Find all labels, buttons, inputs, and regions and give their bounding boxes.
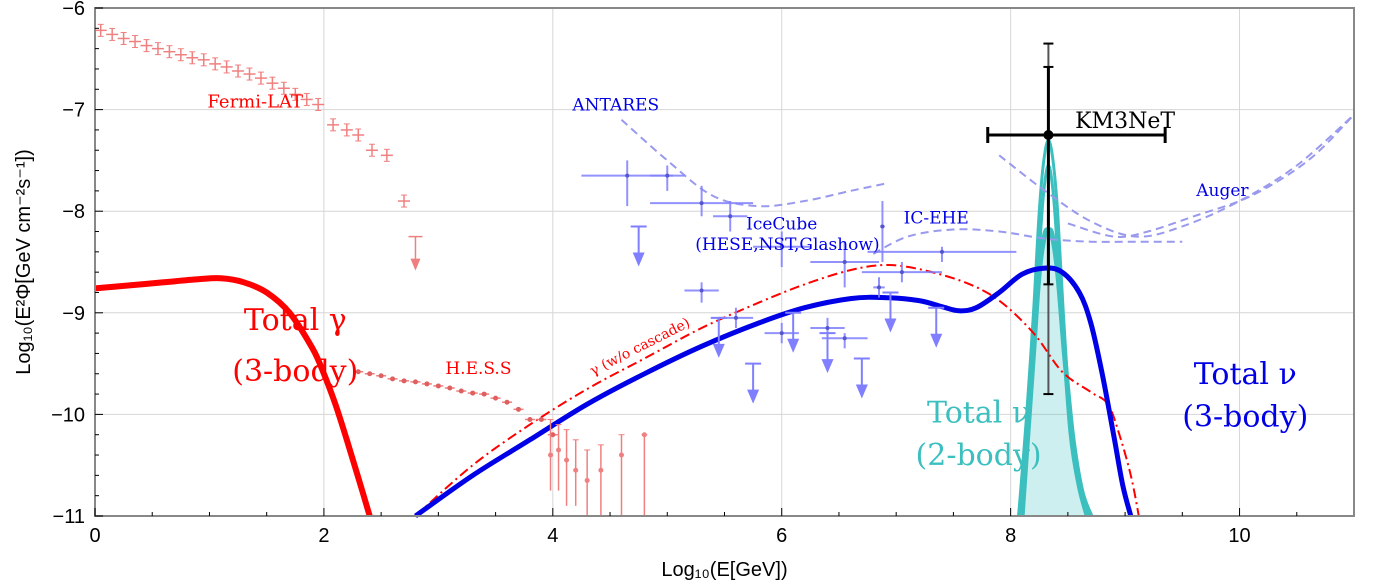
- hess-point: [481, 391, 487, 397]
- hess-point: [424, 381, 430, 387]
- axis-ticks: 0 2 4 6 8 10 −6 −7 −8 −9 −10 −11: [51, 0, 1298, 547]
- annotation-antares: ANTARES: [571, 96, 659, 116]
- neutrino-point: [842, 336, 847, 341]
- hess-point: [550, 432, 556, 438]
- y-tick-label: −7: [62, 100, 85, 122]
- hess-point: [355, 369, 361, 375]
- neutrino-ul-arrow: [884, 318, 897, 333]
- annotation-tn22: (2-body): [916, 438, 1042, 473]
- hess-point: [390, 376, 396, 382]
- neutrino-ul-arrow: [855, 384, 868, 399]
- fermi-ul-arrow: [410, 258, 421, 271]
- annotation-icecube1: IceCube: [746, 214, 817, 234]
- hess-point: [447, 385, 453, 391]
- neutrino-ul-arrow: [712, 343, 725, 358]
- annotation-hess: H.E.S.S: [445, 359, 511, 379]
- data-points: [94, 23, 1167, 516]
- x-axis-label: Log₁₀(E[GeV]): [661, 559, 787, 581]
- x-tick-label: 0: [89, 525, 100, 547]
- hess-point: [527, 416, 533, 422]
- annotation-tg2: (3-body): [232, 354, 358, 389]
- annotation-auger: Auger: [1195, 181, 1249, 201]
- hess-point: [412, 379, 418, 385]
- hess-point: [641, 432, 647, 438]
- neutrino-point: [728, 214, 733, 219]
- annotation-tn32: (3-body): [1182, 400, 1308, 435]
- annotation-fermi: Fermi-LAT: [207, 92, 303, 113]
- y-tick-label: −8: [62, 201, 85, 223]
- hess-point: [401, 378, 407, 384]
- neutrino-point: [665, 173, 670, 178]
- neutrino-point: [625, 173, 630, 178]
- hess-point: [515, 406, 521, 412]
- neutrino-point: [825, 326, 830, 331]
- hess-point: [564, 457, 570, 463]
- neutrino-point: [779, 331, 784, 336]
- y-tick-label: −11: [53, 506, 85, 528]
- hess-point: [556, 447, 562, 453]
- x-tick-label: 8: [1005, 525, 1016, 547]
- hess-point: [470, 390, 476, 396]
- y-tick-label: −10: [51, 404, 85, 426]
- total-gamma-3body-line: [94, 275, 373, 517]
- x-tick-label: 4: [547, 525, 558, 547]
- neutrino-point: [877, 285, 882, 290]
- hess-point: [504, 399, 510, 405]
- neutrino-point: [699, 201, 704, 206]
- antares-limit: [620, 119, 885, 208]
- annotation-icecube2: (HESE,NST,Glashow): [695, 235, 879, 255]
- neutrino-point: [880, 224, 885, 229]
- annotation-icehe: IC-EHE: [904, 208, 969, 228]
- neutrino-point: [779, 244, 784, 249]
- neutrino-point: [939, 249, 944, 254]
- hess-point: [538, 416, 544, 422]
- neutrino-ul-arrow: [632, 252, 645, 267]
- y-tick-label: −6: [62, 0, 85, 20]
- hess-point: [618, 452, 624, 458]
- y-axis-label: Log₁₀(E²Φ[GeV cm⁻²s⁻¹]): [13, 149, 35, 374]
- hess-point: [435, 383, 441, 389]
- hess-point: [573, 467, 579, 473]
- neutrino-point: [899, 270, 904, 275]
- annotation-km3net: KM3NeT: [1075, 109, 1175, 134]
- annotation-tn31: Total ν: [1194, 357, 1297, 392]
- neutrino-point: [733, 315, 738, 320]
- neutrino-ul-arrow: [821, 359, 834, 374]
- hess-point: [598, 467, 604, 473]
- auger-limit: [998, 113, 1355, 238]
- auger-limit-2: [1067, 113, 1355, 238]
- hess-point: [584, 477, 590, 483]
- x-tick-label: 10: [1228, 525, 1250, 547]
- total-nu-3body-line: [414, 265, 1134, 519]
- y-tick-label: −9: [62, 303, 85, 325]
- hess-point: [548, 452, 554, 458]
- x-tick-label: 6: [776, 525, 787, 547]
- ic-ehe-limit: [872, 228, 1183, 255]
- neutrino-ul-arrow: [787, 338, 800, 353]
- hess-point: [367, 371, 373, 377]
- annotation-tn21: Total ν: [927, 396, 1030, 431]
- hess-point: [458, 388, 464, 394]
- neutrino-ul-arrow: [930, 333, 943, 348]
- neutrino-point: [842, 260, 847, 264]
- neutrino-point: [699, 288, 704, 293]
- km3net-point: [1043, 130, 1054, 140]
- x-tick-label: 2: [318, 525, 329, 547]
- hess-point: [378, 373, 384, 379]
- annotation-tg1: Total γ: [244, 303, 347, 338]
- neutrino-ul-arrow: [747, 389, 760, 404]
- annotation-gcascade: γ (w/o cascade): [587, 315, 692, 379]
- hess-point: [493, 395, 499, 401]
